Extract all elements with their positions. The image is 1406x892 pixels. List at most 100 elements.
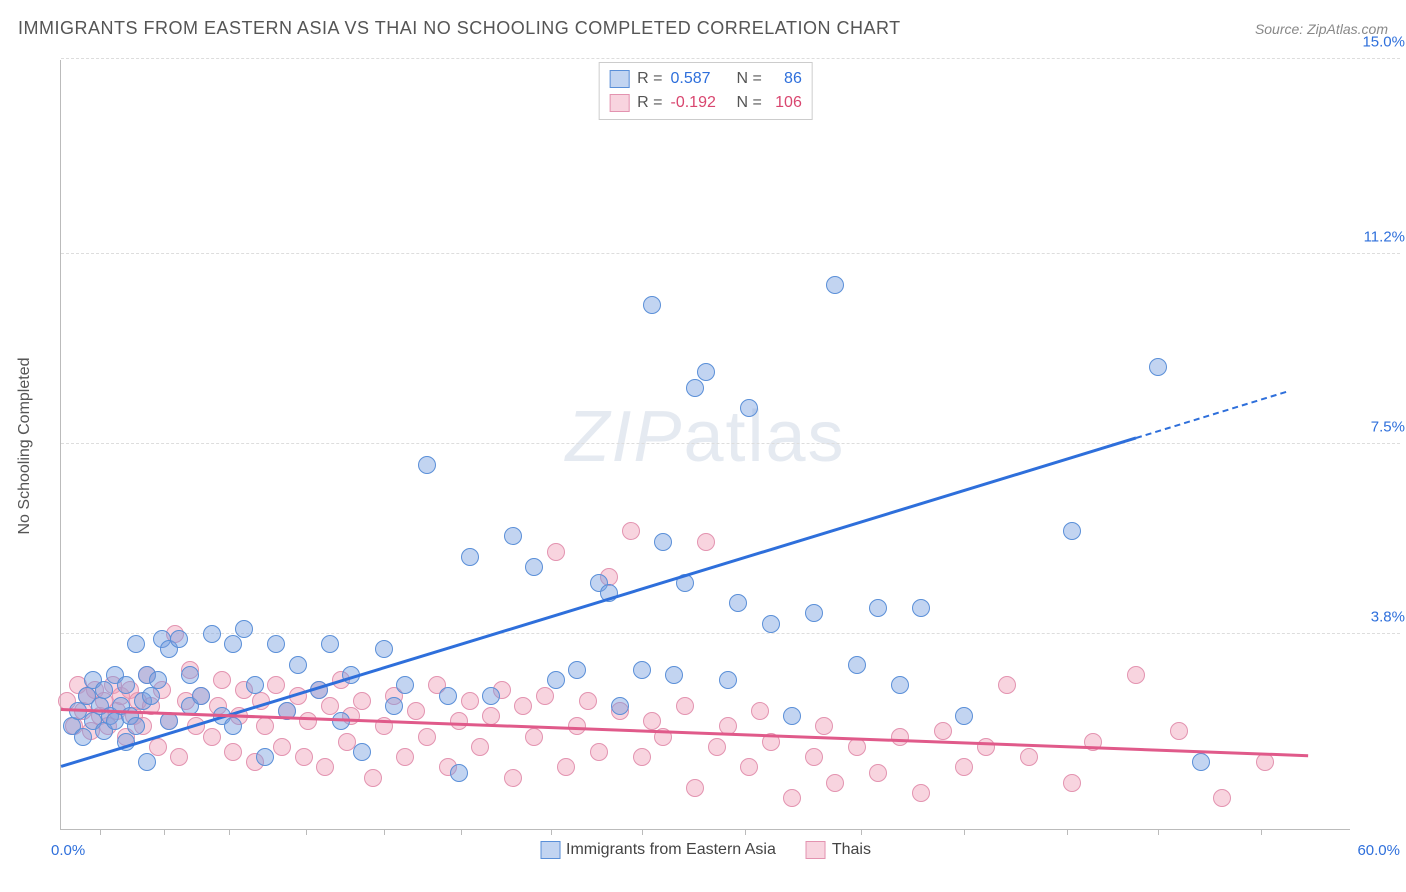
stats-legend: R = 0.587 N = 86 R = -0.192 N = 106 xyxy=(598,62,813,120)
series2-point xyxy=(149,738,167,756)
series2-point xyxy=(891,728,909,746)
series1-point xyxy=(643,296,661,314)
series1-point xyxy=(826,276,844,294)
r-label-2: R = xyxy=(637,91,662,115)
gridline xyxy=(61,633,1400,634)
ytick-label: 7.5% xyxy=(1355,419,1405,436)
gridline xyxy=(61,253,1400,254)
legend-item-series1: Immigrants from Eastern Asia xyxy=(540,841,776,859)
series1-point xyxy=(697,363,715,381)
r-value-1: 0.587 xyxy=(671,67,729,91)
series1-point xyxy=(869,599,887,617)
series2-point xyxy=(815,717,833,735)
series2-point xyxy=(482,707,500,725)
watermark-zip: ZIP xyxy=(565,396,683,476)
gridline xyxy=(61,58,1400,59)
series2-point xyxy=(1063,774,1081,792)
ytick-label: 11.2% xyxy=(1355,229,1405,246)
series2-point xyxy=(686,779,704,797)
ytick-label: 15.0% xyxy=(1355,34,1405,51)
x-max-label: 60.0% xyxy=(1357,842,1400,859)
series2-point xyxy=(1020,748,1038,766)
series1-point xyxy=(633,661,651,679)
series2-point xyxy=(912,784,930,802)
n-label-2: N = xyxy=(737,91,762,115)
series1-point xyxy=(289,656,307,674)
xtick xyxy=(1261,829,1262,835)
stats-row-series2: R = -0.192 N = 106 xyxy=(609,91,802,115)
watermark-atlas: atlas xyxy=(683,396,845,476)
series2-point xyxy=(418,728,436,746)
series1-point xyxy=(665,666,683,684)
r-label-1: R = xyxy=(637,67,662,91)
xtick xyxy=(964,829,965,835)
series2-point xyxy=(1170,722,1188,740)
series2-point xyxy=(213,671,231,689)
watermark: ZIPatlas xyxy=(565,395,845,477)
series1-point xyxy=(848,656,866,674)
xtick xyxy=(229,829,230,835)
series1-point xyxy=(504,527,522,545)
series2-point xyxy=(697,533,715,551)
series1-point xyxy=(235,620,253,638)
xtick xyxy=(384,829,385,835)
series1-point xyxy=(912,599,930,617)
series2-point xyxy=(536,687,554,705)
swatch-series2-bottom xyxy=(806,841,826,859)
series2-point xyxy=(977,738,995,756)
series1-point xyxy=(142,687,160,705)
series1-point xyxy=(450,764,468,782)
series1-point xyxy=(170,630,188,648)
series2-point xyxy=(547,543,565,561)
xtick xyxy=(861,829,862,835)
series1-point xyxy=(461,548,479,566)
series2-point xyxy=(1127,666,1145,684)
series1-point xyxy=(740,399,758,417)
series2-point xyxy=(450,712,468,730)
xtick xyxy=(100,829,101,835)
series1-point xyxy=(482,687,500,705)
gridline xyxy=(61,443,1400,444)
series2-point xyxy=(525,728,543,746)
series2-point xyxy=(299,712,317,730)
series2-point xyxy=(934,722,952,740)
series2-point xyxy=(998,676,1016,694)
series1-point xyxy=(203,625,221,643)
series1-point xyxy=(783,707,801,725)
swatch-series1-bottom xyxy=(540,841,560,859)
series2-point xyxy=(396,748,414,766)
series2-point xyxy=(407,702,425,720)
xtick xyxy=(461,829,462,835)
series1-point xyxy=(547,671,565,689)
series1-point xyxy=(1149,358,1167,376)
series2-point xyxy=(751,702,769,720)
series2-point xyxy=(461,692,479,710)
series1-point xyxy=(224,717,242,735)
series2-point xyxy=(1213,789,1231,807)
series2-point xyxy=(869,764,887,782)
xtick xyxy=(551,829,552,835)
series1-point xyxy=(439,687,457,705)
series2-point xyxy=(295,748,313,766)
series1-point xyxy=(160,712,178,730)
series1-point xyxy=(192,687,210,705)
title-bar: IMMIGRANTS FROM EASTERN ASIA VS THAI NO … xyxy=(18,18,1388,39)
x-min-label: 0.0% xyxy=(51,842,85,859)
series2-point xyxy=(622,522,640,540)
ytick-label: 3.8% xyxy=(1355,608,1405,625)
series2-point xyxy=(224,743,242,761)
series1-point xyxy=(267,635,285,653)
xtick xyxy=(306,829,307,835)
series1-point xyxy=(719,671,737,689)
series1-point xyxy=(321,635,339,653)
legend-item-series2: Thais xyxy=(806,841,871,859)
series2-point xyxy=(805,748,823,766)
series2-point xyxy=(676,697,694,715)
series1-point xyxy=(525,558,543,576)
xtick xyxy=(745,829,746,835)
stats-row-series1: R = 0.587 N = 86 xyxy=(609,67,802,91)
series1-point xyxy=(568,661,586,679)
series1-point xyxy=(385,697,403,715)
series2-point xyxy=(514,697,532,715)
xtick xyxy=(642,829,643,835)
